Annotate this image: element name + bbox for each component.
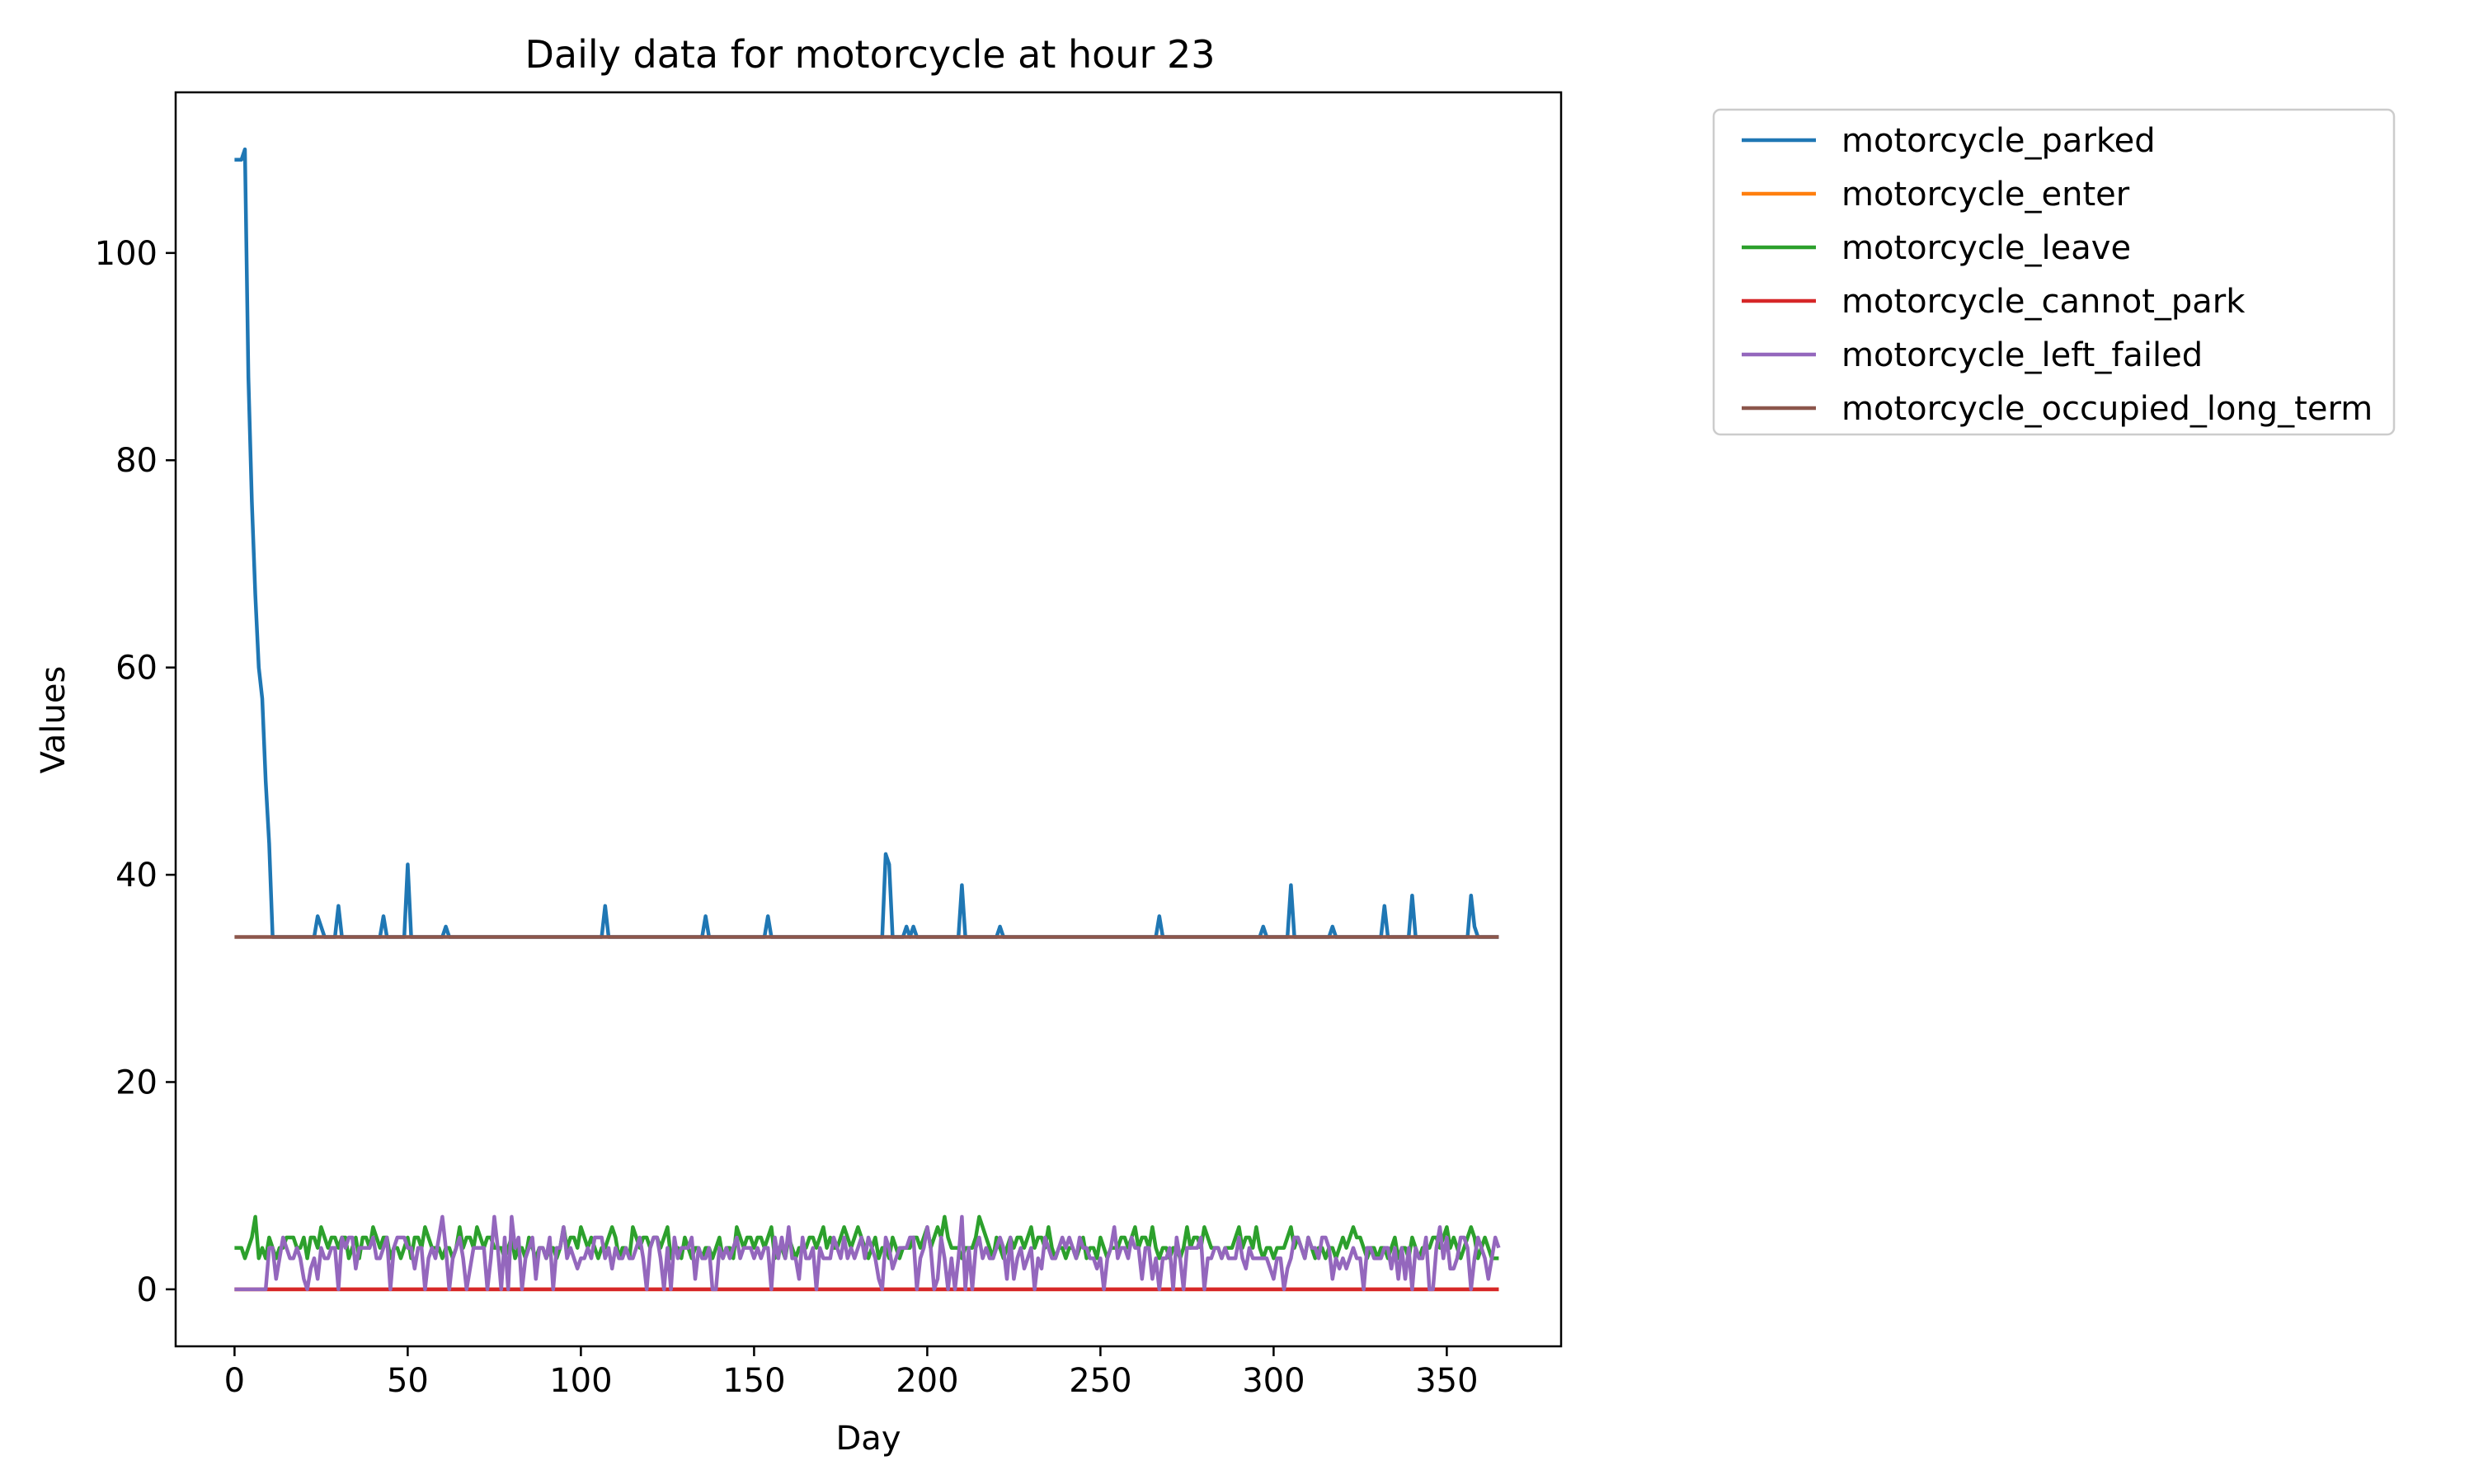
x-tick-label: 0	[224, 1362, 245, 1400]
legend: motorcycle_parked motorcycle_entermotorcy…	[1712, 108, 2396, 436]
x-tick-label: 200	[896, 1362, 958, 1400]
x-tick-label: 150	[722, 1362, 785, 1400]
x-tick-label: 350	[1415, 1362, 1478, 1400]
y-tick-label: 0	[137, 1271, 158, 1309]
y-tick-label: 100	[95, 235, 158, 273]
y-tick-label: 40	[115, 857, 158, 895]
y-axis-label: Values	[35, 666, 73, 774]
x-tick-label: 100	[549, 1362, 612, 1400]
legend-label: motorcycle_cannot_park	[1841, 283, 2246, 321]
y-tick-label: 20	[115, 1064, 158, 1101]
legend-label: motorcycle_occupied_long_term	[1841, 390, 2373, 428]
legend-label: motorcycle_leave	[1841, 229, 2131, 267]
x-tick-label: 50	[387, 1362, 429, 1400]
x-tick-label: 250	[1069, 1362, 1131, 1400]
y-tick-label: 80	[115, 442, 158, 480]
legend-frame	[1712, 108, 2396, 436]
y-axis-ticks: 0 20 40 60 80 100	[95, 235, 176, 1309]
legend-label: motorcycle_left_failed	[1841, 336, 2203, 374]
series-layer	[234, 147, 1501, 1292]
y-tick-label: 60	[115, 650, 158, 688]
plot-area	[174, 91, 1563, 1348]
series-line-motorcycle-left-failed	[234, 1214, 1501, 1292]
x-axis-label: Day	[836, 1420, 901, 1458]
chart-title: Daily data for motorcycle at hour 23	[524, 32, 1215, 77]
series-line-motorcycle-parked	[234, 147, 1499, 939]
plot-frame	[174, 91, 1563, 1348]
legend-label: motorcycle_enter	[1841, 176, 2130, 214]
legend-label: motorcycle_parked	[1841, 122, 2156, 160]
legend-items: motorcycle_parked motorcycle_entermotorcy…	[1742, 122, 2373, 428]
x-tick-label: 300	[1242, 1362, 1305, 1400]
x-axis-ticks: 0 50 100 150 200 250 300 350	[224, 1346, 1479, 1400]
